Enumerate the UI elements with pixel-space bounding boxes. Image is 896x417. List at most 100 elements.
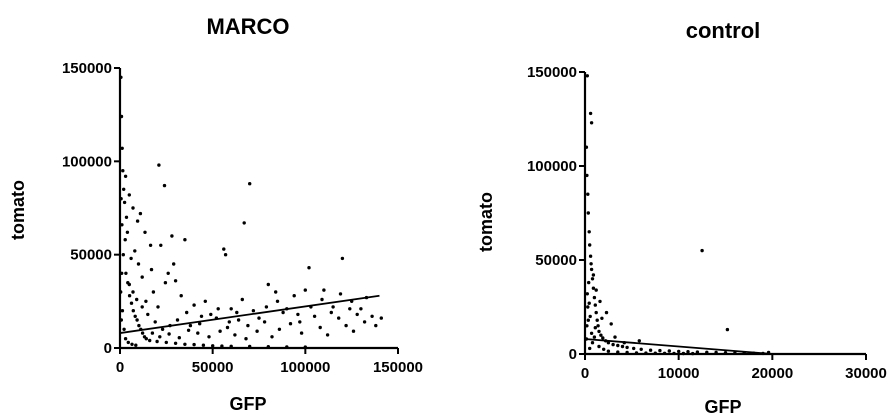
data-point	[620, 344, 625, 349]
data-point	[155, 339, 159, 344]
points	[584, 74, 771, 356]
data-point	[588, 111, 593, 116]
data-point	[288, 322, 293, 326]
data-point	[604, 310, 609, 315]
data-point	[355, 312, 359, 317]
data-point	[227, 320, 231, 324]
data-point	[588, 314, 592, 319]
data-point	[616, 343, 620, 348]
data-point	[135, 297, 139, 302]
data-point	[124, 271, 128, 275]
data-point	[223, 253, 228, 257]
data-point	[613, 335, 617, 339]
data-point	[312, 314, 317, 318]
x-tick-label: 150000	[373, 359, 423, 376]
data-point	[127, 193, 131, 197]
data-point	[338, 292, 343, 296]
data-point	[196, 331, 200, 335]
data-point	[192, 303, 196, 307]
data-point	[146, 312, 150, 317]
data-point	[160, 327, 165, 331]
data-point	[135, 219, 140, 223]
x-tick-label: 30000	[845, 365, 887, 382]
data-point	[173, 279, 178, 283]
data-point	[686, 350, 690, 354]
data-point	[591, 273, 596, 277]
data-point	[124, 215, 129, 219]
data-point	[140, 305, 144, 309]
data-point	[123, 238, 127, 242]
data-point	[322, 288, 326, 292]
y-axis-label: tomato	[476, 192, 496, 252]
data-point	[244, 337, 248, 341]
data-point	[127, 294, 132, 298]
data-point	[159, 243, 163, 247]
data-point	[199, 314, 204, 318]
data-point	[658, 348, 662, 353]
data-point	[246, 323, 250, 328]
ticks: 0 10000 20000 30000 0 50000 100000 150000	[527, 64, 887, 382]
data-point	[122, 200, 127, 205]
data-point	[125, 230, 130, 234]
data-point	[172, 262, 176, 266]
data-point	[600, 316, 604, 320]
data-point	[137, 323, 141, 328]
data-point	[207, 335, 211, 339]
data-point	[667, 349, 671, 353]
data-point	[351, 329, 356, 333]
data-point	[162, 183, 167, 188]
data-point	[242, 221, 246, 225]
data-point	[359, 307, 363, 311]
data-point	[173, 341, 178, 345]
data-point	[264, 305, 269, 309]
data-point	[307, 266, 311, 270]
data-point	[183, 342, 187, 346]
data-point	[236, 318, 241, 322]
data-point	[153, 320, 157, 324]
data-point	[183, 238, 187, 242]
data-point	[270, 335, 274, 339]
data-point	[303, 288, 307, 292]
data-point	[211, 344, 215, 348]
axes	[118, 68, 398, 350]
data-point	[318, 325, 322, 330]
data-point	[587, 280, 591, 285]
data-point	[257, 316, 261, 320]
data-point	[251, 309, 256, 313]
y-tick-label: 50000	[535, 252, 577, 269]
data-point	[163, 281, 168, 285]
y-tick-label: 0	[569, 346, 577, 363]
data-point	[130, 342, 134, 346]
y-tick-label: 50000	[70, 247, 112, 264]
data-point	[266, 282, 270, 287]
data-point	[149, 267, 154, 272]
axes	[583, 72, 866, 356]
data-point	[131, 309, 135, 313]
data-point	[587, 230, 591, 234]
data-point	[298, 320, 302, 324]
data-point	[218, 329, 222, 333]
data-point	[725, 327, 730, 332]
fit	[584, 338, 773, 355]
data-point	[135, 318, 139, 322]
chart-marco: MARCO GFP tomato 0 50000 100000 150000 0 5000…	[8, 14, 423, 414]
data-point	[129, 256, 133, 261]
data-point	[594, 310, 598, 315]
data-point	[594, 288, 598, 292]
data-point	[589, 267, 594, 272]
points	[119, 75, 383, 349]
data-point	[585, 292, 589, 296]
data-point	[225, 325, 230, 330]
data-point	[348, 307, 352, 311]
data-point	[229, 307, 233, 311]
data-point	[299, 331, 304, 335]
data-point	[166, 271, 170, 275]
data-point	[596, 324, 600, 328]
data-point	[233, 333, 237, 337]
data-point	[602, 347, 606, 351]
data-point	[121, 253, 126, 257]
data-point	[589, 331, 594, 335]
data-point	[136, 262, 141, 266]
data-point	[120, 146, 124, 150]
